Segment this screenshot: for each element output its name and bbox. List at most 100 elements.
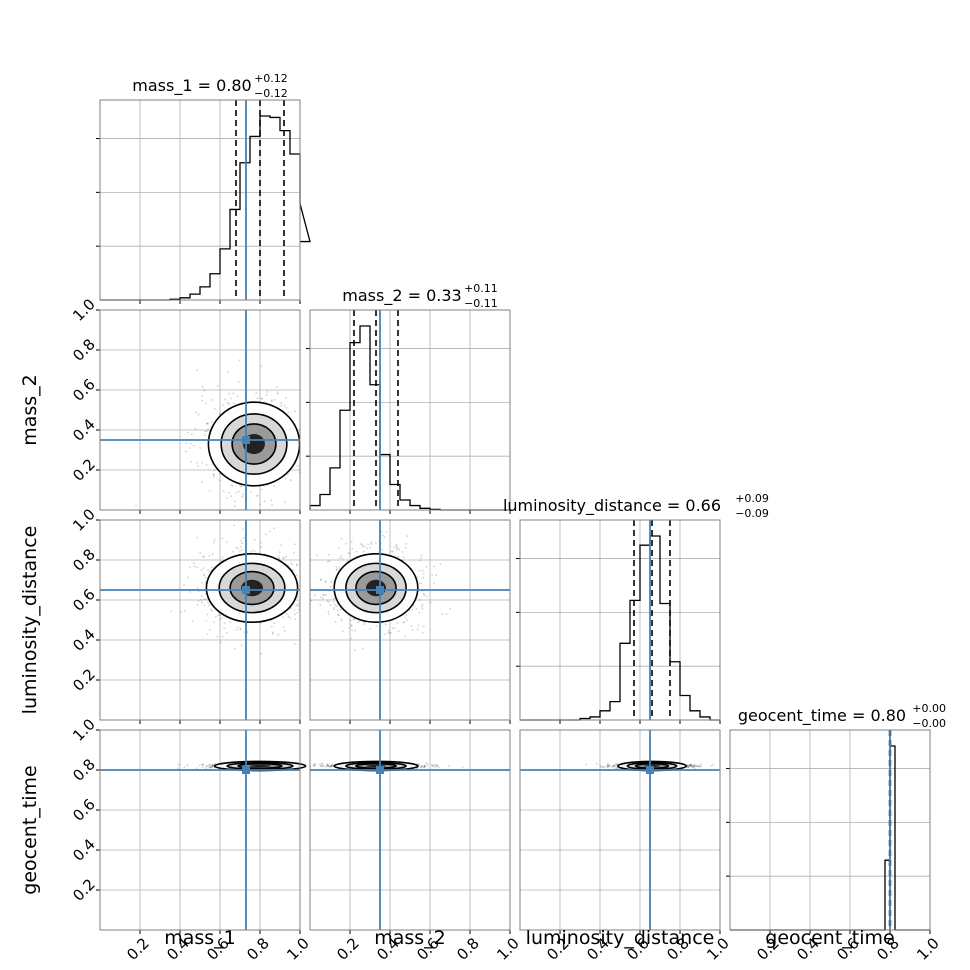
contour-1 bbox=[205, 552, 299, 623]
sample-point bbox=[611, 765, 614, 768]
title-upper-error: +0.11 bbox=[464, 282, 498, 295]
histogram-mass_1 bbox=[100, 115, 311, 301]
sample-point bbox=[208, 490, 211, 493]
sample-point bbox=[201, 556, 204, 559]
sample-point bbox=[208, 570, 211, 573]
panel-frame bbox=[309, 309, 511, 511]
sample-point bbox=[445, 613, 448, 616]
sample-point bbox=[385, 531, 388, 534]
sample-point bbox=[402, 556, 405, 559]
sample-point bbox=[203, 604, 206, 606]
sample-point bbox=[314, 594, 316, 597]
histogram-mass_2 bbox=[309, 325, 510, 511]
sample-point bbox=[291, 568, 294, 571]
y-tick-label: 1.0 bbox=[69, 295, 99, 325]
sample-point bbox=[332, 601, 335, 603]
sample-point bbox=[693, 765, 696, 768]
sample-point bbox=[297, 602, 300, 605]
sample-point bbox=[217, 384, 219, 387]
sample-point bbox=[233, 500, 236, 503]
panel-mass_2-vs-mass_2: mass_2 = 0.33 +0.11 −0.11 bbox=[306, 282, 511, 514]
sample-point bbox=[170, 610, 173, 613]
sample-point bbox=[200, 581, 203, 584]
panel-frame bbox=[99, 729, 301, 931]
sample-point bbox=[192, 562, 195, 564]
sample-point bbox=[203, 389, 206, 392]
sample-point bbox=[273, 485, 276, 487]
sample-point bbox=[211, 764, 214, 766]
sample-point bbox=[319, 579, 322, 582]
sample-point bbox=[201, 385, 204, 388]
sample-point bbox=[421, 607, 424, 610]
sample-point bbox=[223, 622, 226, 625]
sample-point bbox=[206, 633, 209, 636]
panel-luminosity_distance-vs-luminosity_distance: luminosity_distance = 0.66 +0.09 −0.09 bbox=[503, 492, 769, 724]
x-tick-label: 1.0 bbox=[913, 934, 943, 964]
sample-point bbox=[421, 631, 424, 634]
contour-2 bbox=[218, 562, 286, 614]
y-tick-label: 0.2 bbox=[69, 455, 99, 485]
sample-point bbox=[189, 591, 191, 593]
sample-point bbox=[200, 598, 203, 601]
sample-point bbox=[260, 652, 263, 655]
sample-point bbox=[423, 766, 426, 769]
sample-point bbox=[326, 763, 329, 766]
sample-point bbox=[351, 629, 354, 632]
sample-point bbox=[321, 762, 323, 765]
sample-point bbox=[214, 408, 216, 410]
sample-point bbox=[612, 764, 615, 767]
title-lower-error: −0.00 bbox=[912, 717, 946, 730]
sample-point bbox=[253, 550, 256, 553]
sample-point bbox=[403, 621, 406, 624]
sample-point bbox=[607, 762, 609, 765]
sample-point bbox=[238, 359, 241, 362]
sample-point bbox=[435, 764, 438, 767]
sample-point bbox=[599, 764, 602, 767]
sample-point bbox=[271, 503, 273, 506]
sample-point bbox=[422, 625, 425, 628]
sample-point bbox=[202, 763, 204, 766]
sample-point bbox=[348, 627, 351, 629]
sample-point bbox=[235, 491, 237, 494]
sample-point bbox=[242, 493, 244, 496]
density-fill-core bbox=[249, 764, 271, 768]
sample-point bbox=[260, 365, 263, 368]
x-tick-label: 0.2 bbox=[333, 934, 363, 964]
sample-point bbox=[363, 550, 365, 553]
sample-point bbox=[135, 504, 137, 507]
sample-point bbox=[333, 606, 336, 609]
sample-point bbox=[329, 585, 332, 588]
sample-point bbox=[422, 573, 425, 575]
sample-point bbox=[228, 392, 231, 395]
sample-point bbox=[251, 549, 254, 552]
sample-point bbox=[200, 569, 203, 572]
sample-point bbox=[387, 631, 390, 634]
sample-point bbox=[418, 569, 421, 572]
sample-point bbox=[278, 557, 280, 559]
diag-title: mass_2 = 0.33 bbox=[342, 286, 461, 306]
panel-mass_2-vs-mass_1: 0.2 0.4 0.6 0.8 1.0 mass_2 bbox=[19, 295, 301, 514]
sample-point bbox=[293, 608, 296, 611]
sample-point bbox=[270, 625, 273, 628]
sample-point bbox=[417, 624, 420, 627]
sample-point bbox=[328, 765, 330, 768]
sample-point bbox=[395, 548, 398, 551]
sample-point bbox=[326, 560, 329, 563]
sample-point bbox=[240, 485, 243, 488]
sample-point bbox=[210, 399, 213, 401]
sample-point bbox=[290, 607, 293, 610]
sample-point bbox=[209, 766, 212, 769]
sample-point bbox=[333, 608, 335, 610]
sample-point bbox=[596, 762, 598, 765]
sample-point bbox=[203, 555, 206, 558]
x-tick-label: 0.2 bbox=[123, 934, 153, 964]
sample-point bbox=[230, 495, 233, 498]
panel-frame bbox=[309, 729, 511, 931]
y-tick-label: 0.8 bbox=[69, 335, 99, 365]
sample-point bbox=[196, 536, 199, 539]
sample-point bbox=[418, 763, 420, 766]
sample-point bbox=[318, 763, 321, 766]
panel-frame bbox=[99, 99, 301, 301]
sample-point bbox=[264, 533, 267, 536]
sample-point bbox=[420, 582, 423, 585]
